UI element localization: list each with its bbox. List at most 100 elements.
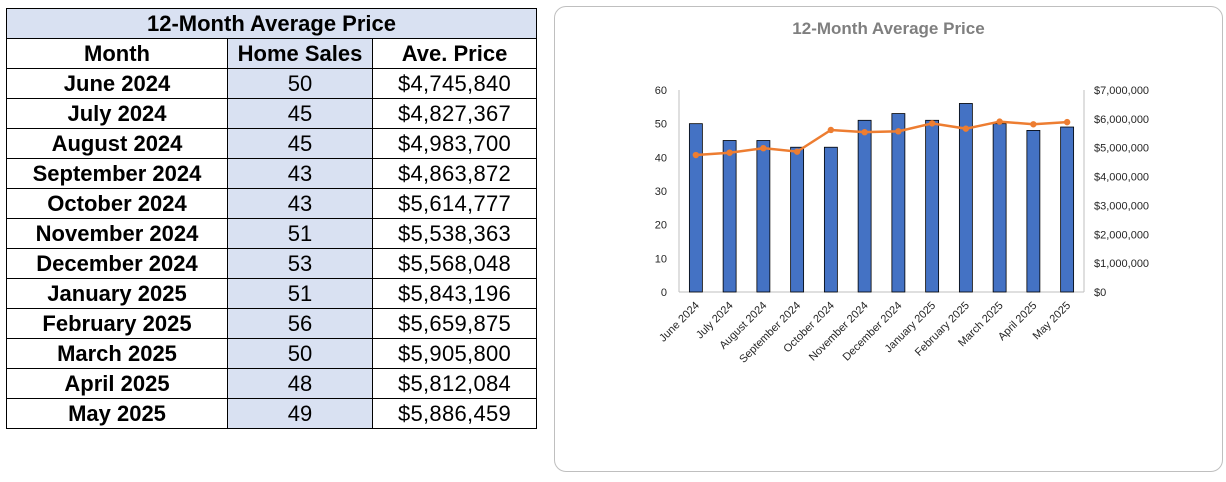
cell-ave-price: $5,905,800 — [371, 338, 538, 369]
bar — [857, 119, 872, 293]
y2-tick-label: $5,000,000 — [1094, 143, 1149, 155]
bar — [925, 119, 940, 293]
cell-ave-price: $4,983,700 — [371, 128, 538, 159]
cell-home-sales: 56 — [227, 308, 373, 339]
table-row: September 2024 43 $4,863,872 — [6, 158, 538, 189]
table-row: August 2024 45 $4,983,700 — [6, 128, 538, 159]
table-row: November 2024 51 $5,538,363 — [6, 218, 538, 249]
x-tick-label: June 2024 — [657, 300, 702, 345]
cell-month: April 2025 — [6, 368, 228, 399]
cell-home-sales: 53 — [227, 248, 373, 279]
cell-home-sales: 51 — [227, 278, 373, 309]
price-point — [726, 149, 733, 156]
y2-tick-label: $6,000,000 — [1094, 114, 1149, 126]
price-point — [692, 151, 700, 159]
price-point — [1063, 118, 1071, 126]
header-month: Month — [6, 38, 228, 69]
bar — [823, 146, 838, 293]
header-home-sales: Home Sales — [227, 38, 373, 69]
bar — [756, 140, 771, 293]
table-row: April 2025 48 $5,812,084 — [6, 368, 538, 399]
table-title: 12-Month Average Price — [5, 8, 538, 39]
y-tick-label: 0 — [661, 287, 667, 299]
cell-home-sales: 43 — [227, 188, 373, 219]
price-point — [827, 126, 835, 134]
y2-tick-label: $4,000,000 — [1094, 172, 1149, 184]
price-point — [1030, 121, 1037, 128]
y-tick-label: 10 — [655, 253, 667, 265]
chart-title: 12-Month Average Price — [792, 19, 985, 38]
cell-home-sales: 51 — [227, 218, 373, 249]
table-row: October 2024 43 $5,614,777 — [6, 188, 538, 219]
bar — [1060, 126, 1075, 293]
cell-month: March 2025 — [6, 338, 228, 369]
cell-home-sales: 49 — [227, 398, 373, 429]
bar — [790, 146, 805, 293]
cell-month: May 2025 — [6, 398, 228, 429]
y-tick-label: 30 — [655, 186, 667, 198]
cell-month: February 2025 — [6, 308, 228, 339]
bar — [722, 140, 737, 293]
y-tick-label: 50 — [655, 119, 667, 131]
bar — [992, 123, 1007, 293]
price-point — [962, 125, 970, 132]
y2-tick-label: $3,000,000 — [1094, 200, 1149, 212]
cell-ave-price: $4,863,872 — [371, 158, 538, 189]
y-tick-label: 60 — [655, 85, 667, 97]
y-tick-label: 40 — [655, 152, 667, 164]
table-row: March 2025 50 $5,905,800 — [6, 338, 538, 369]
cell-ave-price: $5,568,048 — [371, 248, 538, 279]
x-tick-label: September 2024 — [737, 300, 803, 366]
table-body: June 2024 50 $4,745,840 July 2024 45 $4,827,3… — [6, 68, 538, 429]
cell-home-sales: 48 — [227, 368, 373, 399]
price-point — [895, 128, 902, 135]
y2-tick-label: $2,000,000 — [1094, 229, 1149, 241]
price-point — [793, 148, 801, 155]
y2-tick-label: $1,000,000 — [1094, 258, 1149, 270]
cell-ave-price: $5,886,459 — [371, 398, 538, 429]
cell-ave-price: $5,843,196 — [371, 278, 538, 309]
cell-month: January 2025 — [6, 278, 228, 309]
cell-month: December 2024 — [6, 248, 228, 279]
price-point — [996, 118, 1003, 125]
cell-home-sales: 45 — [227, 128, 373, 159]
x-tick-label: December 2024 — [841, 300, 905, 364]
price-table: 12-Month Average Price Month Home Sales … — [5, 8, 538, 429]
price-point — [760, 144, 767, 152]
cell-month: June 2024 — [6, 68, 228, 99]
y-tick-label: 20 — [655, 220, 667, 232]
table-row: January 2025 51 $5,843,196 — [6, 278, 538, 309]
cell-ave-price: $5,659,875 — [371, 308, 538, 339]
cell-home-sales: 43 — [227, 158, 373, 189]
cell-month: August 2024 — [6, 128, 228, 159]
cell-ave-price: $4,827,367 — [371, 98, 538, 129]
cell-home-sales: 45 — [227, 98, 373, 129]
price-line — [695, 120, 1068, 157]
table-row: July 2024 45 $4,827,367 — [6, 98, 538, 129]
bar — [688, 123, 703, 293]
cell-month: September 2024 — [6, 158, 228, 189]
cell-month: October 2024 — [6, 188, 228, 219]
price-point — [861, 128, 868, 136]
header-ave-price: Ave. Price — [371, 38, 538, 69]
x-tick-label: November 2024 — [807, 300, 871, 364]
table-row: May 2025 49 $5,886,459 — [6, 398, 538, 429]
table-row: February 2025 56 $5,659,875 — [6, 308, 538, 339]
bar — [891, 113, 906, 293]
cell-home-sales: 50 — [227, 338, 373, 369]
cell-ave-price: $5,812,084 — [371, 368, 538, 399]
cell-month: November 2024 — [6, 218, 228, 249]
cell-ave-price: $4,745,840 — [371, 68, 538, 99]
combo-chart: 0 10 20 30 40 50 60 $0 $1,000,000 $2,000,000 $3,00… — [655, 85, 1149, 366]
cell-ave-price: $5,538,363 — [371, 218, 538, 249]
y2-tick-label: $7,000,000 — [1094, 85, 1149, 97]
bar — [1026, 130, 1041, 293]
table-row: June 2024 50 $4,745,840 — [6, 68, 538, 99]
y2-tick-label: $0 — [1094, 287, 1106, 299]
bar — [958, 103, 973, 293]
price-point — [928, 120, 936, 127]
cell-ave-price: $5,614,777 — [371, 188, 538, 219]
chart-panel: 12-Month Average Price 0 10 20 30 40 50 60 $0 $1… — [554, 6, 1223, 472]
cell-month: July 2024 — [6, 98, 228, 129]
table-row: December 2024 53 $5,568,048 — [6, 248, 538, 279]
